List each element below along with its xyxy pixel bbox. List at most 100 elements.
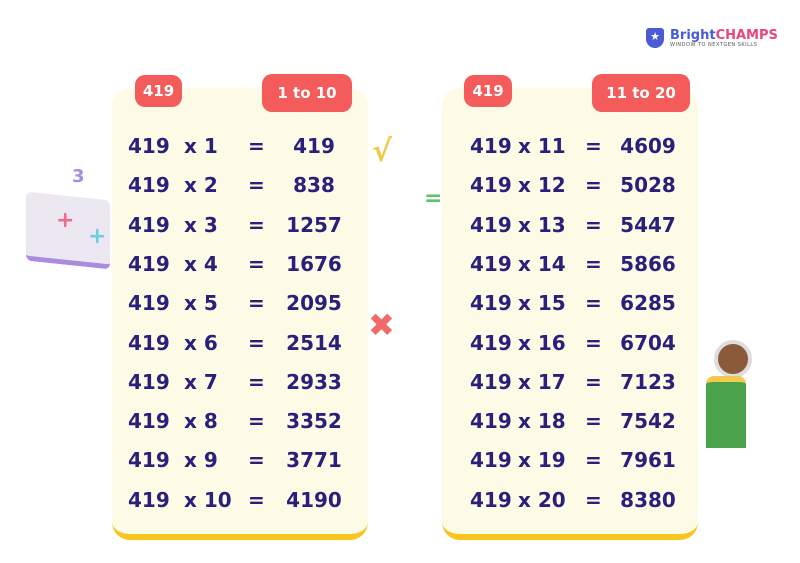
product: 4609 (620, 134, 676, 158)
multiplication-table-card: 419 11 to 20 419 x 11 = 4609 419 x 12 = 5028 419 x … (442, 74, 698, 540)
multiplicand: 419 (470, 409, 512, 434)
multiplicand: 419 (128, 251, 170, 276)
equals-sign: = (585, 291, 602, 316)
product: 5866 (620, 251, 676, 276)
multiplicand: 419 (128, 173, 170, 198)
product: 8380 (620, 487, 676, 512)
product: 7123 (620, 369, 676, 394)
product: 3352 (286, 409, 342, 434)
table-row: 419 x 1 = 419 (112, 134, 368, 164)
multiplication-table-card: 419 1 to 10 419 x 1 = 419 419 x 2 = 838 419 x 3 = 125… (112, 74, 368, 540)
multiplier: x 7 (184, 369, 218, 394)
brightchamps-logo: ★ BrightCHAMPS WINDOW TO NEXTGEN SKILLS (646, 28, 778, 48)
product: 5447 (620, 212, 676, 237)
equals-sign: = (585, 173, 602, 198)
multiplier: x 11 (518, 134, 566, 158)
multiplicand: 419 (470, 251, 512, 276)
equals-sign: = (585, 134, 602, 158)
range-badge: 11 to 20 (592, 74, 690, 112)
table-row: 419 x 6 = 2514 (112, 331, 368, 361)
equals-sign: = (585, 330, 602, 355)
equals-sign: = (248, 487, 265, 512)
multiplier: x 15 (518, 291, 566, 316)
character-illustration (706, 340, 756, 448)
multiplicand: 419 (470, 369, 512, 394)
multiplier: x 17 (518, 369, 566, 394)
equals-sign: = (585, 487, 602, 512)
equals-sign: = (585, 448, 602, 473)
brand-name-accent: CHAMPS (715, 27, 778, 43)
equals-sign: = (585, 369, 602, 394)
multiplier: x 3 (184, 212, 218, 237)
number-badge: 419 (135, 75, 182, 107)
multiplicand: 419 (128, 291, 170, 316)
table-row: 419 x 20 = 8380 (442, 488, 698, 518)
equals-sign: = (248, 134, 265, 158)
multiplicand: 419 (470, 173, 512, 198)
table-row: 419 x 3 = 1257 (112, 213, 368, 243)
plus-icon: + (88, 224, 107, 249)
product: 6285 (620, 291, 676, 316)
product: 3771 (286, 448, 342, 473)
table-row: 419 x 15 = 6285 (442, 291, 698, 321)
multiply-icon: ✖ (368, 306, 395, 344)
table-row: 419 x 8 = 3352 (112, 409, 368, 439)
product: 4190 (286, 487, 342, 512)
multiplier: x 5 (184, 291, 218, 316)
multiplier: x 1 (184, 134, 218, 158)
multiplier: x 16 (518, 330, 566, 355)
table-row: 419 x 18 = 7542 (442, 409, 698, 439)
multiplicand: 419 (470, 212, 512, 237)
product: 1676 (286, 251, 342, 276)
table-row: 419 x 2 = 838 (112, 173, 368, 203)
table-row: 419 x 19 = 7961 (442, 448, 698, 478)
multiplicand: 419 (128, 134, 170, 158)
equals-sign: = (585, 251, 602, 276)
brand-name: Bright (670, 27, 716, 43)
table-row: 419 x 14 = 5866 (442, 252, 698, 282)
multiplier: x 8 (184, 409, 218, 434)
multiplier: x 18 (518, 409, 566, 434)
multiplicand: 419 (470, 330, 512, 355)
table-row: 419 x 7 = 2933 (112, 370, 368, 400)
equals-sign: = (248, 173, 265, 198)
product: 6704 (620, 330, 676, 355)
table-row: 419 x 17 = 7123 (442, 370, 698, 400)
table-row: 419 x 11 = 4609 (442, 134, 698, 164)
multiplicand: 419 (128, 212, 170, 237)
table-row: 419 x 12 = 5028 (442, 173, 698, 203)
multiplier: x 19 (518, 448, 566, 473)
number-badge: 419 (464, 75, 512, 107)
multiplier: x 20 (518, 487, 566, 512)
product: 2514 (286, 330, 342, 355)
equals-sign: = (248, 251, 265, 276)
table-row: 419 x 10 = 4190 (112, 488, 368, 518)
multiplier: x 9 (184, 448, 218, 473)
table-row: 419 x 4 = 1676 (112, 252, 368, 282)
product: 2095 (286, 291, 342, 316)
table-row: 419 x 5 = 2095 (112, 291, 368, 321)
brand-tagline: WINDOW TO NEXTGEN SKILLS (670, 41, 758, 48)
product: 838 (293, 173, 335, 198)
number-three-icon: 3 (72, 166, 85, 187)
multiplier: x 4 (184, 251, 218, 276)
product: 7961 (620, 448, 676, 473)
multiplier: x 10 (184, 487, 232, 512)
multiplier: x 6 (184, 330, 218, 355)
equals-sign: = (585, 212, 602, 237)
equals-sign: = (585, 409, 602, 434)
table-row: 419 x 16 = 6704 (442, 331, 698, 361)
multiplicand: 419 (128, 409, 170, 434)
multiplier: x 2 (184, 173, 218, 198)
product: 7542 (620, 409, 676, 434)
equals-sign: = (248, 212, 265, 237)
multiplier: x 12 (518, 173, 566, 198)
multiplicand: 419 (128, 369, 170, 394)
plus-icon: + (56, 208, 75, 233)
table-row: 419 x 9 = 3771 (112, 448, 368, 478)
equals-sign: = (248, 330, 265, 355)
multiplicand: 419 (128, 487, 170, 512)
range-badge: 1 to 10 (262, 74, 352, 112)
multiplicand: 419 (470, 448, 512, 473)
product: 419 (293, 134, 335, 158)
